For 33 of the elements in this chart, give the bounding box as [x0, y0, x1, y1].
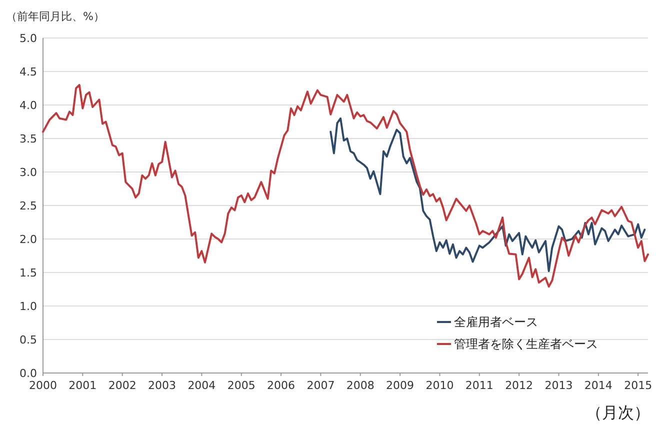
x-tick-label: 2002: [108, 379, 136, 392]
y-tick-label: 5.0: [20, 32, 37, 45]
x-tick-label: 2001: [68, 379, 97, 392]
x-tick-label: 2003: [148, 379, 176, 392]
x-tick-label: 2014: [584, 379, 612, 392]
x-tick-label: 2000: [29, 379, 57, 392]
legend-label: 管理者を除く生産者ベース: [454, 337, 598, 351]
x-tick-label: 2012: [505, 379, 534, 392]
y-tick-label: 2.5: [20, 200, 37, 212]
x-tick-label: 2013: [544, 379, 573, 392]
y-tick-label: 4.5: [20, 66, 37, 78]
legend-label: 全雇用者ベース: [454, 315, 538, 329]
y-tick-label: 0.0: [20, 367, 37, 380]
x-tick-label: 2006: [267, 379, 296, 392]
y-tick-label: 2.0: [20, 233, 37, 246]
x-tick-label: 2009: [386, 379, 414, 392]
x-tick-label: 2004: [188, 379, 216, 392]
x-tick-label: 2010: [426, 379, 454, 392]
line-series: [330, 117, 646, 272]
y-tick-label: 1.5: [20, 266, 37, 280]
line-series: [42, 84, 649, 288]
x-tick-label: 2011: [465, 379, 494, 392]
y-tick-label: 3.0: [20, 166, 37, 179]
x-tick-label: 2015: [624, 379, 652, 392]
y-axis-title: （前年同月比、%）: [6, 10, 104, 23]
x-tick-label: 2008: [346, 379, 374, 392]
y-tick-label: 0.5: [20, 334, 37, 346]
y-tick-label: 1.0: [20, 300, 37, 313]
x-axis-title: （月次）: [586, 403, 650, 422]
y-tick-label: 3.5: [20, 132, 37, 146]
y-tick-label: 4.0: [20, 99, 37, 112]
x-tick-label: 2005: [227, 379, 256, 392]
x-tick-label: 2007: [306, 379, 335, 392]
